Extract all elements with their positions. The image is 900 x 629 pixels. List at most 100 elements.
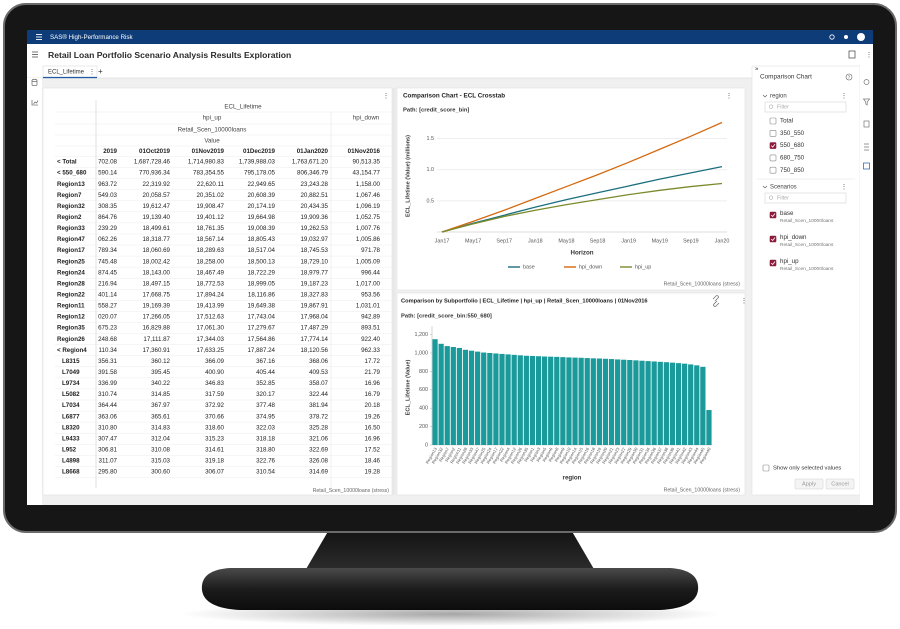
row-label[interactable]: Region32 xyxy=(57,203,85,210)
menu-icon[interactable] xyxy=(36,34,42,40)
row-label[interactable]: L4898 xyxy=(62,458,80,465)
bar[interactable] xyxy=(432,339,438,445)
bar[interactable] xyxy=(517,355,523,445)
option-label[interactable]: 680_750 xyxy=(780,155,805,162)
row-label[interactable]: L6877 xyxy=(62,413,80,420)
bar[interactable] xyxy=(621,359,627,445)
save-icon[interactable] xyxy=(848,50,856,59)
bar[interactable] xyxy=(572,357,578,445)
checkbox[interactable] xyxy=(769,235,777,243)
bar-chart-menu[interactable]: ⋮ xyxy=(741,299,747,305)
button[interactable] xyxy=(794,478,824,490)
bar[interactable] xyxy=(645,361,651,445)
bar[interactable] xyxy=(560,357,566,445)
button-label[interactable]: Cancel xyxy=(831,481,848,487)
bar[interactable] xyxy=(505,354,511,445)
option-label[interactable]: hpi_down xyxy=(780,234,807,241)
row-label[interactable]: < 550_680 xyxy=(57,170,87,177)
checkbox[interactable] xyxy=(769,130,777,137)
bar[interactable] xyxy=(475,351,481,445)
bar[interactable] xyxy=(669,362,676,445)
option-label[interactable]: Total xyxy=(780,118,793,125)
tab-label[interactable]: ECL_Lifetime xyxy=(48,70,85,76)
bar[interactable] xyxy=(548,356,554,445)
bar[interactable] xyxy=(493,353,499,445)
row-label[interactable]: L8668 xyxy=(62,469,80,476)
row-label[interactable]: < Region4 xyxy=(57,347,87,354)
bar[interactable] xyxy=(535,356,542,445)
checkbox[interactable] xyxy=(769,154,777,162)
bar[interactable] xyxy=(590,358,596,445)
more-icon[interactable]: ⋮ xyxy=(866,53,872,59)
filter-box[interactable] xyxy=(764,192,847,204)
row-label[interactable]: < Total xyxy=(57,159,77,166)
row-label[interactable]: Region28 xyxy=(57,280,85,287)
help-mark[interactable]: ? xyxy=(848,74,851,79)
bar[interactable] xyxy=(523,355,529,445)
bar[interactable] xyxy=(462,349,469,445)
bar[interactable] xyxy=(608,359,615,445)
bar[interactable] xyxy=(700,366,706,445)
splitter[interactable] xyxy=(392,88,396,495)
legend-label[interactable]: base xyxy=(523,264,535,270)
row-label[interactable]: Region13 xyxy=(57,181,85,188)
row-label[interactable]: L9734 xyxy=(62,380,80,387)
bar[interactable] xyxy=(675,363,682,445)
bar[interactable] xyxy=(633,360,639,445)
row-label[interactable]: L9433 xyxy=(62,435,80,442)
notification-icon[interactable] xyxy=(844,35,848,39)
bar[interactable] xyxy=(694,365,700,445)
help-icon[interactable] xyxy=(845,73,853,81)
bar[interactable] xyxy=(444,346,450,445)
bar[interactable] xyxy=(688,364,694,445)
row-label[interactable]: Region7 xyxy=(57,192,82,199)
link-icon[interactable] xyxy=(712,295,720,307)
filter-box[interactable] xyxy=(764,101,847,113)
row-label[interactable]: Region25 xyxy=(57,258,85,265)
section-menu[interactable]: ⋮ xyxy=(841,185,847,191)
right-icons[interactable] xyxy=(862,79,871,170)
option-label[interactable]: 550_680 xyxy=(780,142,805,149)
bar[interactable] xyxy=(663,362,669,445)
chevron[interactable] xyxy=(762,185,768,189)
bar[interactable] xyxy=(639,360,645,445)
section-menu[interactable]: ⋮ xyxy=(841,94,847,100)
row-label[interactable]: Region17 xyxy=(57,247,85,254)
row-label[interactable]: Region11 xyxy=(57,303,85,310)
row-label[interactable]: Region47 xyxy=(57,236,85,243)
bar[interactable] xyxy=(596,358,603,445)
bar[interactable] xyxy=(481,352,487,445)
row-label[interactable]: Region12 xyxy=(57,314,85,321)
bar[interactable] xyxy=(541,356,548,445)
legend-label[interactable]: hpi_up xyxy=(635,264,651,270)
bar[interactable] xyxy=(438,343,444,445)
bar[interactable] xyxy=(529,355,536,445)
bar[interactable] xyxy=(456,347,463,445)
bar[interactable] xyxy=(615,359,621,445)
button-label[interactable]: Apply xyxy=(802,481,816,487)
crosstab-menu[interactable]: ⋮ xyxy=(383,94,389,100)
bar[interactable] xyxy=(657,361,663,445)
search-icon[interactable] xyxy=(829,34,835,40)
bar[interactable] xyxy=(706,410,712,445)
row-label[interactable]: L7034 xyxy=(62,402,80,409)
bar[interactable] xyxy=(511,354,517,445)
collapse-icon[interactable]: » xyxy=(755,67,759,73)
row-label[interactable]: Region2 xyxy=(57,214,82,221)
bar[interactable] xyxy=(584,358,590,445)
row-label[interactable]: Region24 xyxy=(57,269,85,276)
line-chart-menu[interactable]: ⋮ xyxy=(726,94,732,100)
bar[interactable] xyxy=(499,353,505,445)
row-label[interactable]: L8315 xyxy=(62,358,80,365)
bar[interactable] xyxy=(468,350,475,445)
bar[interactable] xyxy=(450,347,456,445)
option-label[interactable]: 350_550 xyxy=(780,130,805,137)
bar[interactable] xyxy=(566,357,572,445)
show-selected-label[interactable]: Show only selected values xyxy=(773,466,841,472)
legend-label[interactable]: hpi_down xyxy=(579,264,602,270)
bar[interactable] xyxy=(554,356,560,445)
bar[interactable] xyxy=(651,361,657,445)
bar[interactable] xyxy=(487,353,493,445)
row-label[interactable]: Region33 xyxy=(57,225,85,232)
add-tab[interactable]: + xyxy=(98,67,103,76)
